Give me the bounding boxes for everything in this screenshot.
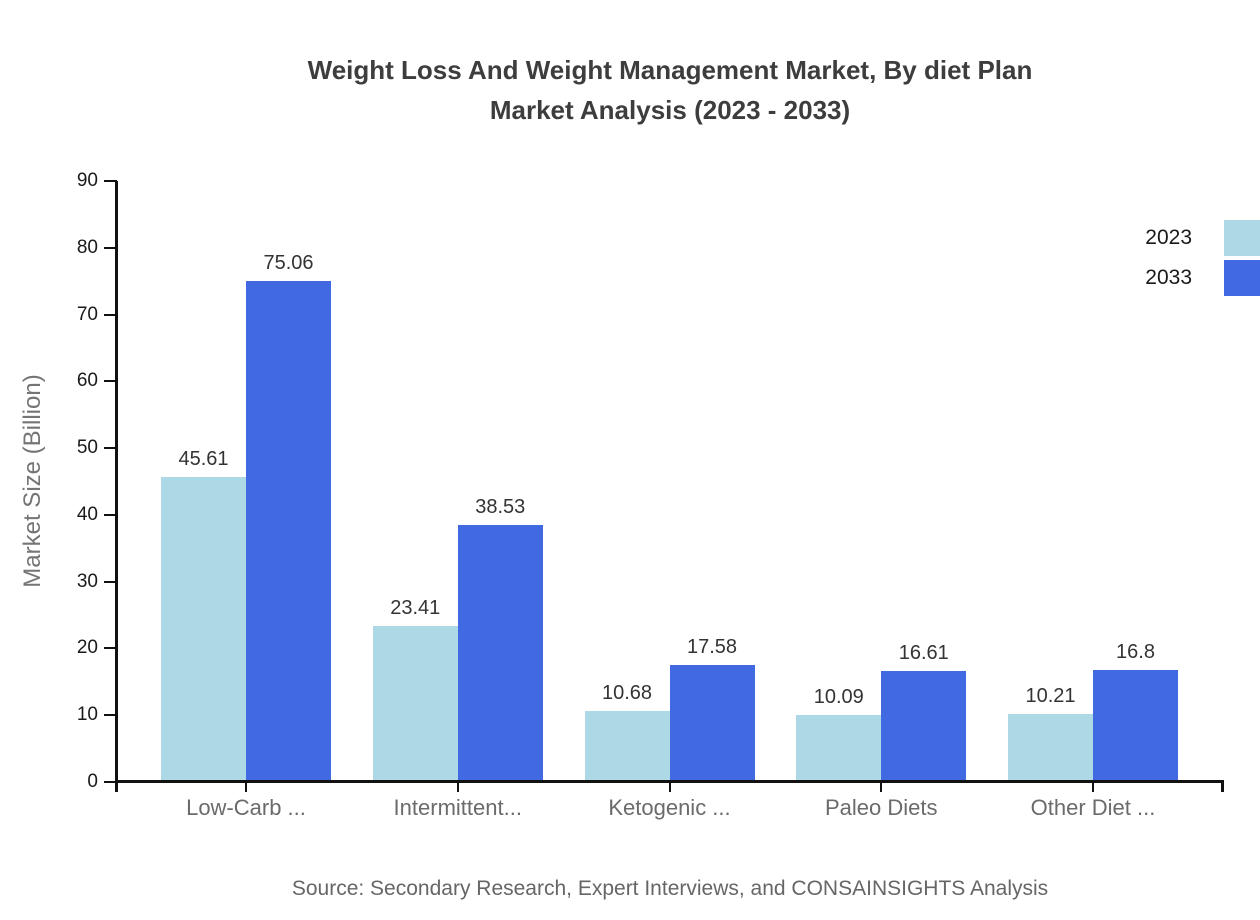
source-note: Source: Secondary Research, Expert Inter… (291, 877, 1049, 900)
legend-swatch (1224, 260, 1260, 296)
bar-2033-intermittent (457, 524, 543, 782)
bar-value-label: 45.61 (178, 448, 229, 471)
y-tick (104, 513, 117, 516)
x-axis-category-label: Intermittent... (393, 795, 522, 820)
x-axis (115, 780, 1224, 783)
y-tick-label: 40 (76, 503, 98, 525)
x-tick (1092, 783, 1094, 792)
bar-2023-paleo-diets (796, 714, 882, 782)
x-axis-end-tick (1221, 783, 1224, 792)
y-tick-label: 50 (76, 437, 98, 459)
chart-title-line2: Market Analysis (2023 - 2033) (489, 95, 851, 125)
y-tick (104, 380, 117, 383)
y-tick (104, 647, 117, 650)
y-tick (104, 447, 117, 450)
y-tick (104, 580, 117, 583)
y-tick-label: 10 (76, 704, 98, 726)
bar-2033-paleo-diets (881, 671, 967, 782)
bar-2033-low-carb (246, 280, 331, 782)
bar-2023-ketogenic (584, 710, 670, 782)
y-tick-label: 60 (76, 370, 98, 392)
bar-2023-low-carb (161, 477, 246, 782)
chart-title-line1: Weight Loss And Weight Management Market… (307, 55, 1033, 85)
bar-value-label: 10.68 (601, 681, 653, 704)
y-tick-label: 90 (76, 170, 98, 191)
bar-value-label: 16.61 (898, 642, 949, 665)
x-tick (668, 783, 671, 792)
x-axis-category-label: Low-Carb ... (186, 795, 306, 820)
bar-value-label: 17.58 (686, 635, 738, 658)
y-tick-label: 80 (76, 236, 98, 258)
y-tick (104, 313, 117, 316)
bar-value-label: 16.8 (1116, 640, 1155, 663)
x-tick (245, 783, 247, 792)
legend-label: 2033 (1145, 266, 1192, 289)
legend-label: 2023 (1145, 226, 1192, 249)
bar-2033-other-diet (1093, 669, 1178, 782)
bar-2033-ketogenic (669, 664, 755, 782)
bar-value-label: 75.06 (263, 251, 314, 274)
y-tick (104, 246, 117, 249)
bar-value-label: 10.09 (813, 685, 864, 708)
x-tick (456, 783, 459, 792)
y-tick-label: 30 (76, 570, 98, 592)
y-axis (115, 181, 118, 783)
bar-value-label: 38.53 (475, 495, 526, 518)
bar-value-label: 10.21 (1025, 684, 1076, 707)
bar-2023-intermittent (372, 625, 458, 782)
x-axis-end-tick (115, 783, 118, 792)
x-tick (880, 783, 883, 792)
legend-swatch (1224, 220, 1260, 256)
y-tick-label: 20 (76, 637, 98, 659)
y-tick (104, 180, 117, 182)
x-axis-category-label: Other Diet ... (1030, 795, 1156, 820)
y-tick (104, 714, 117, 717)
bar-2023-other-diet (1008, 713, 1093, 782)
x-axis-category-label: Paleo Diets (824, 795, 938, 820)
bar-value-label: 23.41 (390, 596, 441, 619)
y-tick-label: 0 (87, 771, 98, 792)
y-tick (104, 781, 117, 783)
y-tick-label: 70 (76, 303, 98, 325)
chart-title: Weight Loss And Weight Management Market… (80, 50, 1260, 130)
x-axis-category-label: Ketogenic ... (608, 795, 731, 820)
